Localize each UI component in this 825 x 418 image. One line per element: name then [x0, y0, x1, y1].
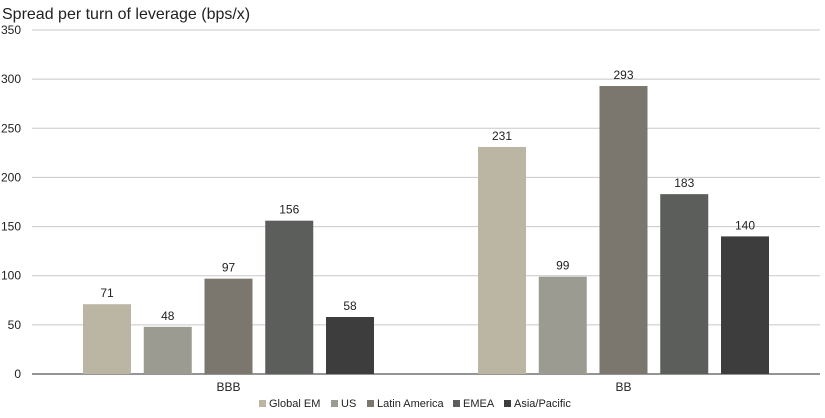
- y-tick-label: 300: [1, 72, 21, 86]
- data-label: 231: [492, 129, 512, 143]
- bar: [660, 194, 709, 374]
- data-label: 71: [100, 286, 114, 300]
- y-tick-label: 100: [1, 269, 21, 283]
- legend-label: Asia/Pacific: [514, 398, 571, 410]
- bar: [143, 326, 192, 374]
- y-tick-label: 250: [1, 121, 21, 135]
- bar: [721, 236, 769, 374]
- y-tick-label: 350: [1, 23, 21, 37]
- legend-label: Latin America: [377, 398, 445, 410]
- legend: Global EM US Latin America EMEA Asia/Pacific: [259, 398, 571, 410]
- legend-swatch: [504, 400, 511, 407]
- data-label: 99: [556, 259, 570, 273]
- legend-label: Global EM: [269, 398, 320, 410]
- bar: [599, 86, 648, 374]
- legend-swatch: [331, 400, 338, 407]
- bar: [478, 146, 526, 374]
- bar: [538, 276, 587, 374]
- chart-title: Spread per turn of leverage (bps/x): [2, 6, 250, 23]
- bars: [83, 86, 769, 374]
- legend-swatch: [453, 400, 460, 407]
- y-tick-label: 50: [8, 318, 22, 332]
- x-axis-ticks: BBB BB: [216, 380, 631, 394]
- legend-label: US: [341, 398, 356, 410]
- bar: [265, 220, 314, 374]
- data-label: 140: [735, 218, 755, 232]
- data-label: 183: [674, 176, 694, 190]
- data-label: 156: [279, 203, 299, 217]
- data-label: 293: [613, 68, 633, 82]
- y-tick-label: 150: [1, 220, 21, 234]
- legend-swatch: [367, 400, 374, 407]
- y-axis-ticks: 0 50 100 150 200 250 300 350: [1, 23, 21, 381]
- bar: [83, 304, 131, 374]
- x-tick-label: BB: [615, 380, 631, 394]
- data-label: 48: [161, 309, 175, 323]
- legend-label: EMEA: [463, 398, 495, 410]
- data-label: 97: [222, 261, 236, 275]
- legend-swatch: [259, 400, 266, 407]
- y-tick-label: 200: [1, 170, 21, 184]
- data-labels: 71 48 97 156 58 231 99 293 183 140: [100, 68, 755, 323]
- x-tick-label: BBB: [216, 380, 240, 394]
- y-tick-label: 0: [14, 367, 21, 381]
- bar: [326, 316, 374, 374]
- bar: [204, 278, 253, 374]
- data-label: 58: [343, 299, 357, 313]
